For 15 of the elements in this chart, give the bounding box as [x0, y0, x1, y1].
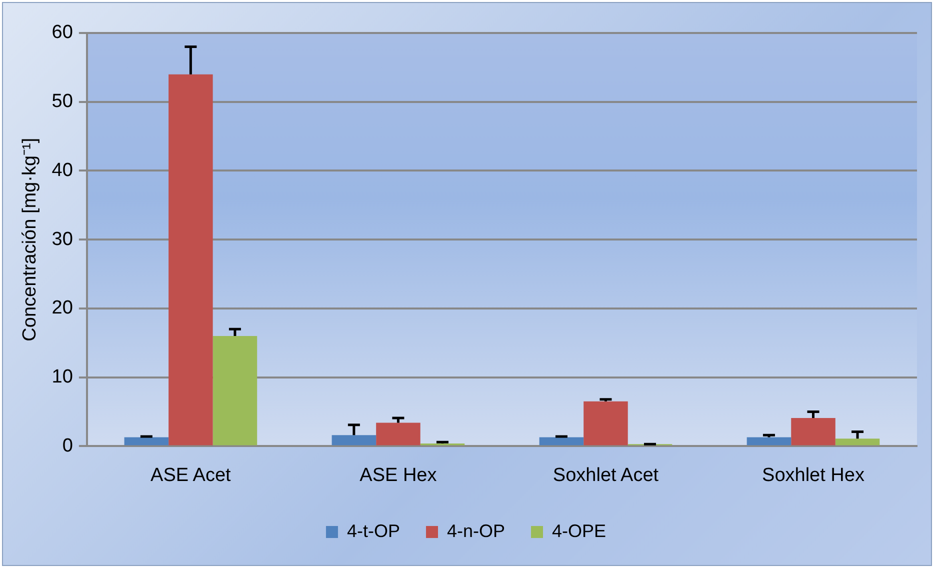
x-tick-label: ASE Hex	[360, 464, 438, 486]
y-tick-label: 10	[52, 366, 73, 388]
legend-label: 4-n-OP	[446, 520, 506, 541]
legend-label: 4-OPE	[552, 520, 606, 541]
y-tick-label: 60	[52, 22, 73, 44]
y-axis-title: Concentración [mg·kg⁻¹]	[20, 138, 41, 342]
y-tick-label: 40	[52, 160, 73, 181]
y-tick-label: 30	[52, 228, 73, 250]
x-tick-label: ASE Acet	[150, 464, 232, 486]
y-tick-label: 0	[62, 435, 73, 456]
y-tick-label: 20	[52, 298, 73, 319]
x-tick-label: Soxhlet Acet	[552, 464, 660, 486]
legend-label: 4-t-OP	[346, 520, 400, 541]
x-tick-label: Soxhlet Hex	[762, 464, 865, 486]
y-tick-label: 50	[52, 91, 73, 112]
